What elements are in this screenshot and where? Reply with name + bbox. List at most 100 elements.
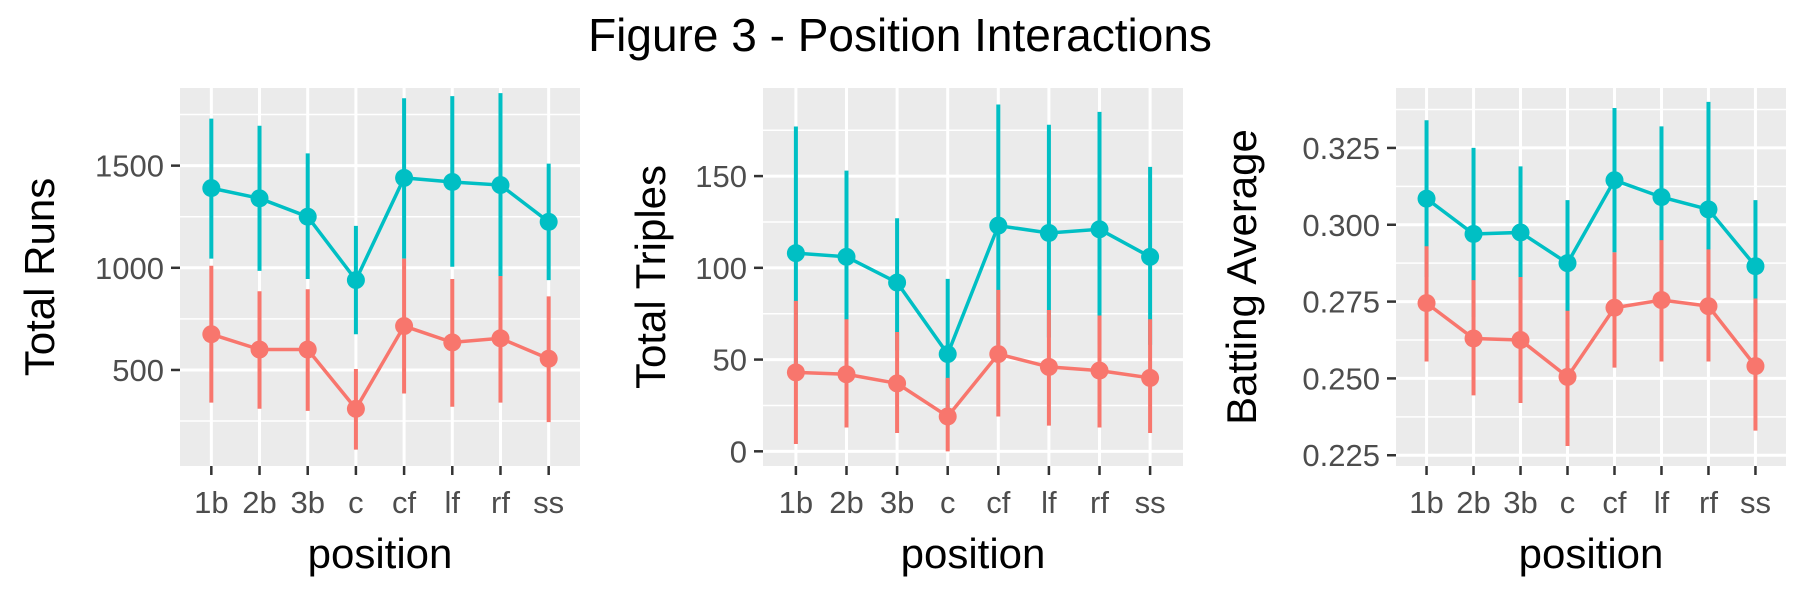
y-tick-label: 0.225 bbox=[1302, 438, 1380, 473]
data-point bbox=[491, 329, 510, 348]
y-tick-label: 500 bbox=[112, 353, 164, 388]
data-point bbox=[888, 273, 907, 292]
x-tick-label: ss bbox=[1135, 485, 1166, 520]
data-point bbox=[346, 271, 365, 290]
y-tick-label: 0.250 bbox=[1302, 361, 1380, 396]
y-tick-label: 0.300 bbox=[1302, 208, 1380, 243]
panel-2: 0 50 100 150 1b 2b 3b c cf lf rf ss position Total Tr… bbox=[627, 88, 1183, 577]
data-point bbox=[1558, 367, 1577, 386]
data-point bbox=[786, 363, 805, 382]
data-point bbox=[539, 349, 558, 368]
data-point bbox=[938, 345, 957, 364]
x-tick-label: cf bbox=[986, 485, 1011, 520]
data-point bbox=[989, 345, 1008, 364]
x-tick-label: ss bbox=[533, 485, 564, 520]
data-point bbox=[395, 317, 414, 336]
x-tick-label: c bbox=[940, 485, 956, 520]
data-point bbox=[298, 207, 317, 226]
data-point bbox=[1511, 331, 1530, 349]
panel-3: 0.225 0.250 0.275 0.300 0.325 1b 2b 3b c cf lf rf ss… bbox=[1218, 88, 1786, 577]
series-high bbox=[786, 104, 1160, 426]
x-tick-label: rf bbox=[1699, 485, 1718, 520]
data-point bbox=[1141, 247, 1160, 266]
data-point bbox=[250, 340, 269, 359]
data-point bbox=[1746, 257, 1765, 276]
data-point bbox=[1699, 200, 1718, 219]
data-point bbox=[443, 172, 462, 191]
y-tick-label: 0.275 bbox=[1302, 285, 1380, 320]
data-point bbox=[1652, 291, 1671, 310]
figure-title: Figure 3 - Position Interactions bbox=[588, 9, 1212, 61]
data-point bbox=[1746, 357, 1765, 376]
x-tick-label: 1b bbox=[1409, 485, 1443, 520]
data-point bbox=[1511, 223, 1530, 242]
data-point bbox=[1417, 189, 1436, 208]
data-point bbox=[1090, 220, 1109, 239]
y-tick-label: 0.325 bbox=[1302, 131, 1380, 166]
data-point bbox=[1605, 171, 1624, 190]
panel-background bbox=[763, 88, 1183, 466]
x-tick-label: rf bbox=[1090, 485, 1109, 520]
x-tick-label: 3b bbox=[880, 485, 914, 520]
y-axis-title: Batting Average bbox=[1218, 129, 1265, 425]
data-point bbox=[938, 407, 957, 426]
data-point bbox=[202, 179, 221, 198]
y-tick-label: 100 bbox=[695, 251, 747, 286]
x-tick-label: ss bbox=[1740, 485, 1771, 520]
data-point bbox=[395, 168, 414, 187]
x-axis-title: position bbox=[1519, 530, 1664, 577]
data-point bbox=[443, 333, 462, 352]
x-tick-label: c bbox=[348, 485, 364, 520]
data-point bbox=[786, 244, 805, 263]
x-tick-label: c bbox=[1560, 485, 1576, 520]
y-tick-label: 1000 bbox=[95, 251, 164, 286]
series-high bbox=[202, 93, 558, 335]
data-point bbox=[1141, 368, 1160, 387]
y-tick-label: 150 bbox=[695, 159, 747, 194]
y-tick-label: 50 bbox=[713, 343, 747, 378]
data-point bbox=[1605, 298, 1624, 317]
y-axis-title: Total Triples bbox=[627, 165, 674, 389]
data-point bbox=[989, 216, 1008, 235]
x-axis-title: position bbox=[901, 530, 1046, 577]
x-tick-label: cf bbox=[392, 485, 417, 520]
data-point bbox=[1652, 188, 1671, 207]
data-point bbox=[837, 365, 856, 384]
x-axis-title: position bbox=[308, 530, 453, 577]
data-point bbox=[1464, 329, 1483, 348]
x-tick-label: rf bbox=[491, 485, 510, 520]
data-point bbox=[202, 325, 221, 344]
data-point bbox=[1039, 357, 1058, 376]
y-axis-title: Total Runs bbox=[16, 178, 63, 376]
x-tick-label: 1b bbox=[194, 485, 228, 520]
data-point bbox=[491, 176, 510, 195]
data-point bbox=[1699, 297, 1718, 316]
y-tick-label: 0 bbox=[730, 434, 747, 469]
x-tick-label: lf bbox=[1654, 485, 1670, 520]
data-point bbox=[1090, 361, 1109, 380]
x-tick-label: 3b bbox=[290, 485, 324, 520]
series-low bbox=[1417, 240, 1765, 447]
x-tick-label: 1b bbox=[779, 485, 813, 520]
series-low bbox=[786, 289, 1160, 452]
data-point bbox=[888, 374, 907, 393]
panel-background bbox=[1396, 88, 1786, 466]
data-point bbox=[539, 212, 558, 231]
x-tick-label: 2b bbox=[1456, 485, 1490, 520]
x-tick-label: 3b bbox=[1503, 485, 1537, 520]
data-point bbox=[1464, 224, 1483, 243]
data-point bbox=[250, 189, 269, 208]
panel-1: 500 1000 1500 1b 2b 3b c cf lf rf ss position Total … bbox=[16, 88, 580, 577]
data-point bbox=[298, 340, 317, 359]
panel-background bbox=[180, 88, 580, 466]
x-tick-label: lf bbox=[445, 485, 461, 520]
data-point bbox=[1417, 294, 1436, 313]
x-tick-label: lf bbox=[1041, 485, 1057, 520]
x-tick-label: 2b bbox=[242, 485, 276, 520]
y-tick-label: 1500 bbox=[95, 149, 164, 184]
data-point bbox=[1558, 254, 1577, 273]
x-tick-label: cf bbox=[1602, 485, 1627, 520]
data-point bbox=[1039, 223, 1058, 242]
